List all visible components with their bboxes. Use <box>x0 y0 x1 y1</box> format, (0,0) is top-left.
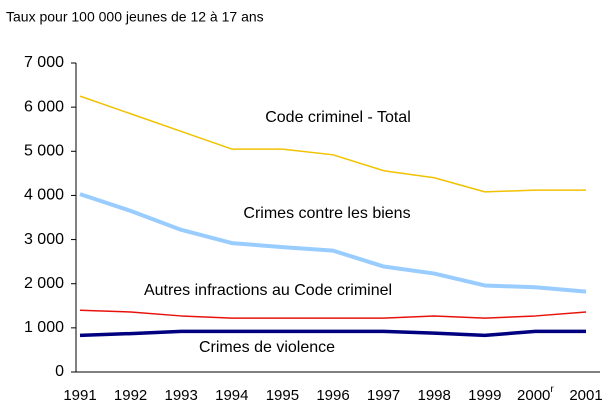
y-tick-label: 5 000 <box>24 143 64 160</box>
x-tick-label: 1996 <box>316 387 349 404</box>
x-tick-label-text: 1995 <box>266 387 299 404</box>
x-tick-label-text: 1994 <box>215 387 248 404</box>
series-line <box>79 329 586 338</box>
x-tick-label-text: 1993 <box>165 387 198 404</box>
y-tick-label: 2 000 <box>24 275 64 292</box>
series-label: Crimes contre les biens <box>243 205 410 222</box>
x-tick-superscript: r <box>550 384 554 395</box>
x-tick-label: 1997 <box>367 387 400 404</box>
x-tick-label-text: 1996 <box>316 387 349 404</box>
x-tick-label: 1992 <box>114 387 147 404</box>
x-tick-label-text: 1992 <box>114 387 147 404</box>
series-label: Autres infractions au Code criminel <box>144 282 392 299</box>
x-tick-label-text: 1997 <box>367 387 400 404</box>
x-tick-label-text: 1998 <box>418 387 451 404</box>
series-label: Code criminel - Total <box>265 109 411 126</box>
series-label: Crimes de violence <box>199 339 335 356</box>
y-tick-label: 4 000 <box>24 187 64 204</box>
series-line <box>79 192 587 294</box>
x-tick-label-text: 1991 <box>63 387 96 404</box>
chart-title: Taux pour 100 000 jeunes de 12 à 17 ans <box>6 9 264 25</box>
x-tick-label: 1993 <box>165 387 198 404</box>
series-line <box>79 309 587 319</box>
y-tick-label: 1 000 <box>24 319 64 336</box>
x-tick-label-text: 1999 <box>468 387 501 404</box>
x-tick-label-text: 2000 <box>517 387 550 404</box>
y-tick-label: 0 <box>55 363 64 380</box>
x-tick-label: 1994 <box>215 387 248 404</box>
x-tick-label: 1998 <box>418 387 451 404</box>
x-tick-label: 2001 <box>569 387 602 404</box>
series-line <box>79 95 586 193</box>
x-tick-label: 1995 <box>266 387 299 404</box>
x-tick-label-text: 2001 <box>569 387 602 404</box>
x-tick-label: 1991 <box>63 387 96 404</box>
x-tick-label: 1999 <box>468 387 501 404</box>
y-tick-label: 6 000 <box>24 98 64 115</box>
y-tick-label: 3 000 <box>24 231 64 248</box>
x-tick-label: 2000r <box>517 384 554 404</box>
y-tick-label: 7 000 <box>24 54 64 71</box>
